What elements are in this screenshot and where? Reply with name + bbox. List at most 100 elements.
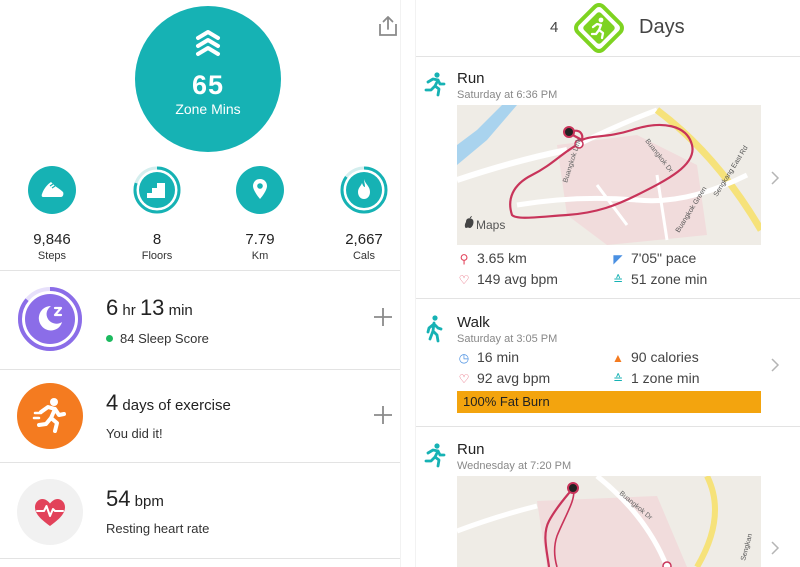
heart-outline-icon: ♡: [458, 273, 470, 287]
floors-label: Floors: [141, 250, 173, 262]
activity-title: Run: [457, 70, 485, 87]
heart-rate-value: 54 bpm: [106, 486, 164, 512]
sleep-score-dot: [106, 335, 113, 342]
divider: [0, 558, 400, 559]
divider: [416, 298, 800, 299]
heart-outline-icon: ♡: [458, 372, 470, 386]
sleep-hours: 6: [106, 295, 119, 320]
zone-chevrons-icon: [196, 30, 220, 56]
avg-bpm-text: 149 avg bpm: [477, 271, 558, 287]
zone-minutes-circle[interactable]: 65 Zone Mins: [135, 6, 281, 152]
sleep-score-text: 84 Sleep Score: [120, 331, 209, 346]
avg-bpm-text: 92 avg bpm: [477, 370, 551, 386]
heart-rate-row[interactable]: 54 bpm Resting heart rate: [0, 466, 400, 562]
runner-icon: [32, 398, 66, 433]
heart-rate-label: Resting heart rate: [106, 521, 210, 536]
heart-badge: [17, 479, 83, 545]
sleep-duration: 6 hr 13 min: [106, 295, 193, 321]
zone-minutes-value: 65: [191, 70, 225, 100]
steps-label: Steps: [37, 250, 67, 262]
calories-label: Cals: [352, 250, 375, 262]
walk-avg-bpm: ♡ 92 avg bpm: [457, 370, 551, 386]
zone-minutes-label: Zone Mins: [175, 101, 241, 117]
walk-icon: [426, 315, 443, 343]
route-map[interactable]: Buangkok Link Buangkok Dr Sengkang East …: [457, 105, 761, 245]
apple-logo-icon: [464, 216, 474, 228]
run-avg-bpm: ♡ 149 avg bpm: [457, 271, 558, 287]
share-icon[interactable]: [376, 14, 400, 38]
activity-title: Run: [457, 441, 485, 458]
floors-stat[interactable]: 8 Floors: [117, 166, 197, 263]
activity-time: Wednesday at 7:20 PM: [457, 460, 572, 472]
exercise-badge: [17, 383, 83, 449]
exercise-row[interactable]: 4 days of exercise You did it!: [0, 370, 400, 466]
divider: [416, 426, 800, 427]
sleep-hours-unit: hr: [122, 302, 136, 319]
exercise-sub: You did it!: [106, 426, 163, 441]
calories-value: 2,667: [345, 231, 383, 248]
distance-value: 7.79: [245, 231, 275, 248]
bpm-unit: bpm: [134, 493, 164, 510]
calories-stat[interactable]: 2,667 Cals: [324, 166, 400, 263]
activity-time: Saturday at 6:36 PM: [457, 89, 558, 101]
activity-title: Walk: [457, 314, 490, 331]
distance-label: Km: [251, 250, 269, 262]
clock-icon: ◷: [458, 351, 470, 365]
run-distance: ⚲ 3.65 km: [457, 250, 527, 266]
exercise-goal-panel: 4 Days Run Saturday at 6:36 PM: [416, 0, 800, 567]
exercise-days: 4: [106, 390, 119, 415]
stairs-icon: [133, 166, 181, 214]
chevron-right-icon[interactable]: [769, 170, 781, 186]
panel-gutter: [400, 0, 416, 567]
calories-text: 90 calories: [631, 349, 699, 365]
add-exercise-plus-icon[interactable]: [372, 404, 394, 426]
sleep-score: 84 Sleep Score: [106, 331, 209, 346]
zone-min-text: 51 zone min: [631, 271, 708, 287]
exercise-label: days of exercise: [122, 397, 231, 414]
run-icon: [424, 443, 446, 468]
heart-icon: [35, 499, 65, 526]
activity-time: Saturday at 3:05 PM: [457, 333, 558, 345]
route-map[interactable]: Buangkok Dr Sengkan: [457, 476, 761, 567]
run-zone-min: ≙ 51 zone min: [611, 271, 707, 287]
steps-value: 9,846: [33, 231, 71, 248]
distance-text: 3.65 km: [477, 250, 527, 266]
goal-days-label: Days: [639, 16, 685, 38]
sleep-row[interactable]: 6 hr 13 min 84 Sleep Score: [0, 273, 400, 369]
today-dashboard-panel: 65 Zone Mins 9,846 Steps 8: [0, 6, 400, 562]
exercise-title: 4 days of exercise: [106, 390, 231, 416]
moon-icon: [18, 287, 82, 351]
run-pace: ◤ 7'05" pace: [611, 250, 696, 266]
walk-duration: ◷ 16 min: [457, 349, 519, 365]
chevron-right-icon[interactable]: [769, 540, 781, 556]
fat-burn-bar: 100% Fat Burn: [457, 391, 761, 413]
resting-bpm: 54: [106, 486, 131, 511]
pin-icon: ⚲: [459, 252, 469, 266]
steps-stat[interactable]: 9,846 Steps: [12, 166, 92, 263]
walk-calories: ▲ 90 calories: [611, 349, 699, 365]
run-icon: [424, 72, 446, 97]
location-pin-icon: [236, 166, 284, 214]
sleep-badge: [17, 286, 83, 352]
add-sleep-plus-icon[interactable]: [372, 306, 394, 328]
divider: [0, 369, 400, 370]
zone-chevron-icon: ≙: [612, 273, 624, 287]
chevron-right-icon[interactable]: [769, 357, 781, 373]
distance-stat[interactable]: 7.79 Km: [220, 166, 300, 263]
pace-text: 7'05" pace: [631, 250, 697, 266]
shoe-icon: [28, 166, 76, 214]
weekly-goal-header: 4 Days: [416, 0, 800, 56]
divider: [416, 56, 800, 57]
zone-chevron-icon: ≙: [612, 372, 624, 386]
exercise-goal-diamond-icon: [574, 3, 624, 53]
walk-zone-min: ≙ 1 zone min: [611, 370, 700, 386]
divider: [0, 462, 400, 463]
zone-min-text: 1 zone min: [631, 370, 700, 386]
goal-days-count: 4: [550, 19, 559, 36]
divider: [0, 270, 400, 271]
duration-text: 16 min: [477, 349, 520, 365]
shoe-icon: ◤: [613, 252, 623, 266]
flame-icon: [340, 166, 388, 214]
sleep-minutes: 13: [139, 295, 165, 320]
sleep-minutes-unit: min: [168, 302, 193, 319]
